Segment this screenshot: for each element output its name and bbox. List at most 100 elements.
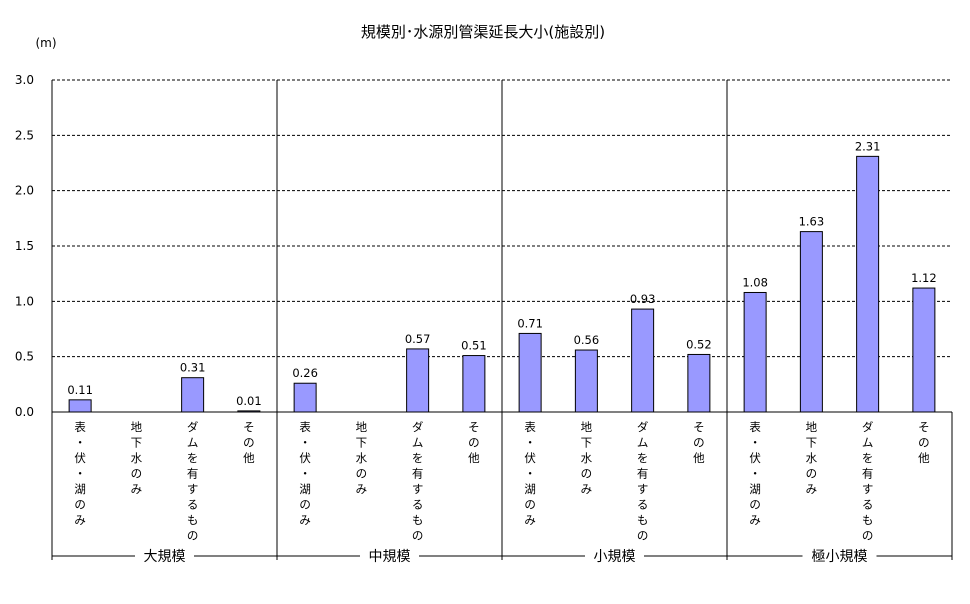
category-label: 表・伏・湖のみ — [299, 420, 311, 527]
group-label-bg — [585, 547, 644, 565]
category-char: 表 — [749, 420, 761, 434]
category-char: 湖 — [524, 482, 536, 496]
category-char: の — [468, 436, 480, 450]
category-char: ム — [412, 436, 424, 450]
category-char: 湖 — [299, 482, 311, 496]
category-char: を — [637, 451, 649, 465]
category-char: ム — [187, 436, 199, 450]
category-label: 地下水のみ — [356, 420, 368, 496]
category-char: ・ — [749, 467, 761, 481]
category-label: その他 — [918, 420, 930, 465]
category-char: の — [693, 436, 705, 450]
category-char: ダ — [862, 420, 874, 434]
category-char: ダ — [412, 420, 424, 434]
y-tick-label: 0.0 — [15, 405, 34, 419]
category-char: 地 — [806, 420, 818, 434]
category-label: ダムを有するもの — [412, 420, 424, 543]
data-label: 0.51 — [461, 339, 487, 353]
category-char: ・ — [74, 436, 86, 450]
y-tick-label: 3.0 — [15, 73, 34, 87]
category-char: ・ — [749, 436, 761, 450]
bar — [912, 287, 936, 413]
category-char: の — [74, 498, 86, 512]
category-char: ・ — [299, 436, 311, 450]
category-char: す — [412, 482, 424, 496]
category-char: 伏 — [74, 451, 86, 465]
category-char: み — [74, 513, 86, 527]
category-char: 伏 — [749, 451, 761, 465]
category-char: 水 — [581, 451, 593, 465]
data-label: 1.08 — [742, 275, 768, 289]
category-char: る — [187, 498, 199, 512]
category-char: そ — [468, 420, 480, 434]
group-label: 大規模 — [144, 549, 186, 565]
category-char: ・ — [524, 467, 536, 481]
data-labels: 0.11 0.31 0.01 0.26 0.57 0.51 0.71 0.56 0.93 0.52… — [67, 139, 936, 408]
category-char: の — [749, 498, 761, 512]
bar — [181, 377, 205, 413]
bar — [743, 291, 767, 413]
category-char: の — [131, 467, 143, 481]
category-char: 下 — [581, 436, 593, 450]
category-char: 湖 — [74, 482, 86, 496]
group-label: 小規模 — [594, 549, 636, 565]
category-label: 表・伏・湖のみ — [74, 420, 86, 527]
bars — [68, 155, 936, 413]
category-label: ダムを有するもの — [637, 420, 649, 543]
category-label: その他 — [693, 420, 705, 465]
group-label: 極小規模 — [812, 549, 868, 565]
axes: 0.0 0.5 1.0 1.5 2.0 2.5 3.0 — [15, 73, 953, 560]
y-unit-label: (m) — [35, 36, 56, 50]
category-label: 表・伏・湖のみ — [524, 420, 536, 527]
category-char: 伏 — [524, 451, 536, 465]
category-char: 他 — [243, 451, 255, 465]
category-char: 水 — [356, 451, 368, 465]
category-char: み — [581, 482, 593, 496]
category-char: す — [187, 482, 199, 496]
category-char: も — [412, 513, 424, 527]
bar — [631, 308, 655, 413]
category-char: そ — [243, 420, 255, 434]
category-char: も — [187, 513, 199, 527]
category-char: の — [299, 498, 311, 512]
bar — [574, 349, 598, 413]
bar — [518, 332, 542, 413]
category-char: 地 — [581, 420, 593, 434]
category-char: 他 — [693, 451, 705, 465]
category-char: み — [749, 513, 761, 527]
category-char: 有 — [187, 467, 199, 481]
category-char: ダ — [637, 420, 649, 434]
category-char: の — [187, 529, 199, 543]
data-label: 0.57 — [405, 332, 431, 346]
category-char: 他 — [468, 451, 480, 465]
category-char: 下 — [806, 436, 818, 450]
data-label: 2.31 — [855, 139, 881, 153]
y-tick-label: 1.5 — [15, 239, 34, 253]
category-char: ダ — [187, 420, 199, 434]
category-char: ・ — [299, 467, 311, 481]
data-label: 1.63 — [799, 215, 825, 229]
category-char: み — [299, 513, 311, 527]
data-label: 1.12 — [911, 271, 937, 285]
y-tick-label: 0.5 — [15, 350, 34, 364]
category-label: その他 — [243, 420, 255, 465]
bar — [462, 355, 486, 413]
category-char: 有 — [637, 467, 649, 481]
category-char: る — [412, 498, 424, 512]
category-char: の — [356, 467, 368, 481]
data-label: 0.11 — [67, 383, 93, 397]
bar — [406, 348, 430, 413]
category-label: 地下水のみ — [131, 420, 143, 496]
bar — [293, 382, 317, 413]
category-char: も — [637, 513, 649, 527]
group-labels: 大規模 中規模 小規模 極小規模 — [52, 547, 952, 565]
category-label: ダムを有するもの — [862, 420, 874, 543]
data-label: 0.93 — [630, 292, 656, 306]
category-char: 表 — [299, 420, 311, 434]
category-char: 有 — [862, 467, 874, 481]
data-label: 0.71 — [517, 316, 543, 330]
category-char: る — [862, 498, 874, 512]
data-label: 0.01 — [236, 394, 262, 408]
data-label: 0.52 — [686, 337, 712, 351]
category-label: 表・伏・湖のみ — [749, 420, 761, 527]
